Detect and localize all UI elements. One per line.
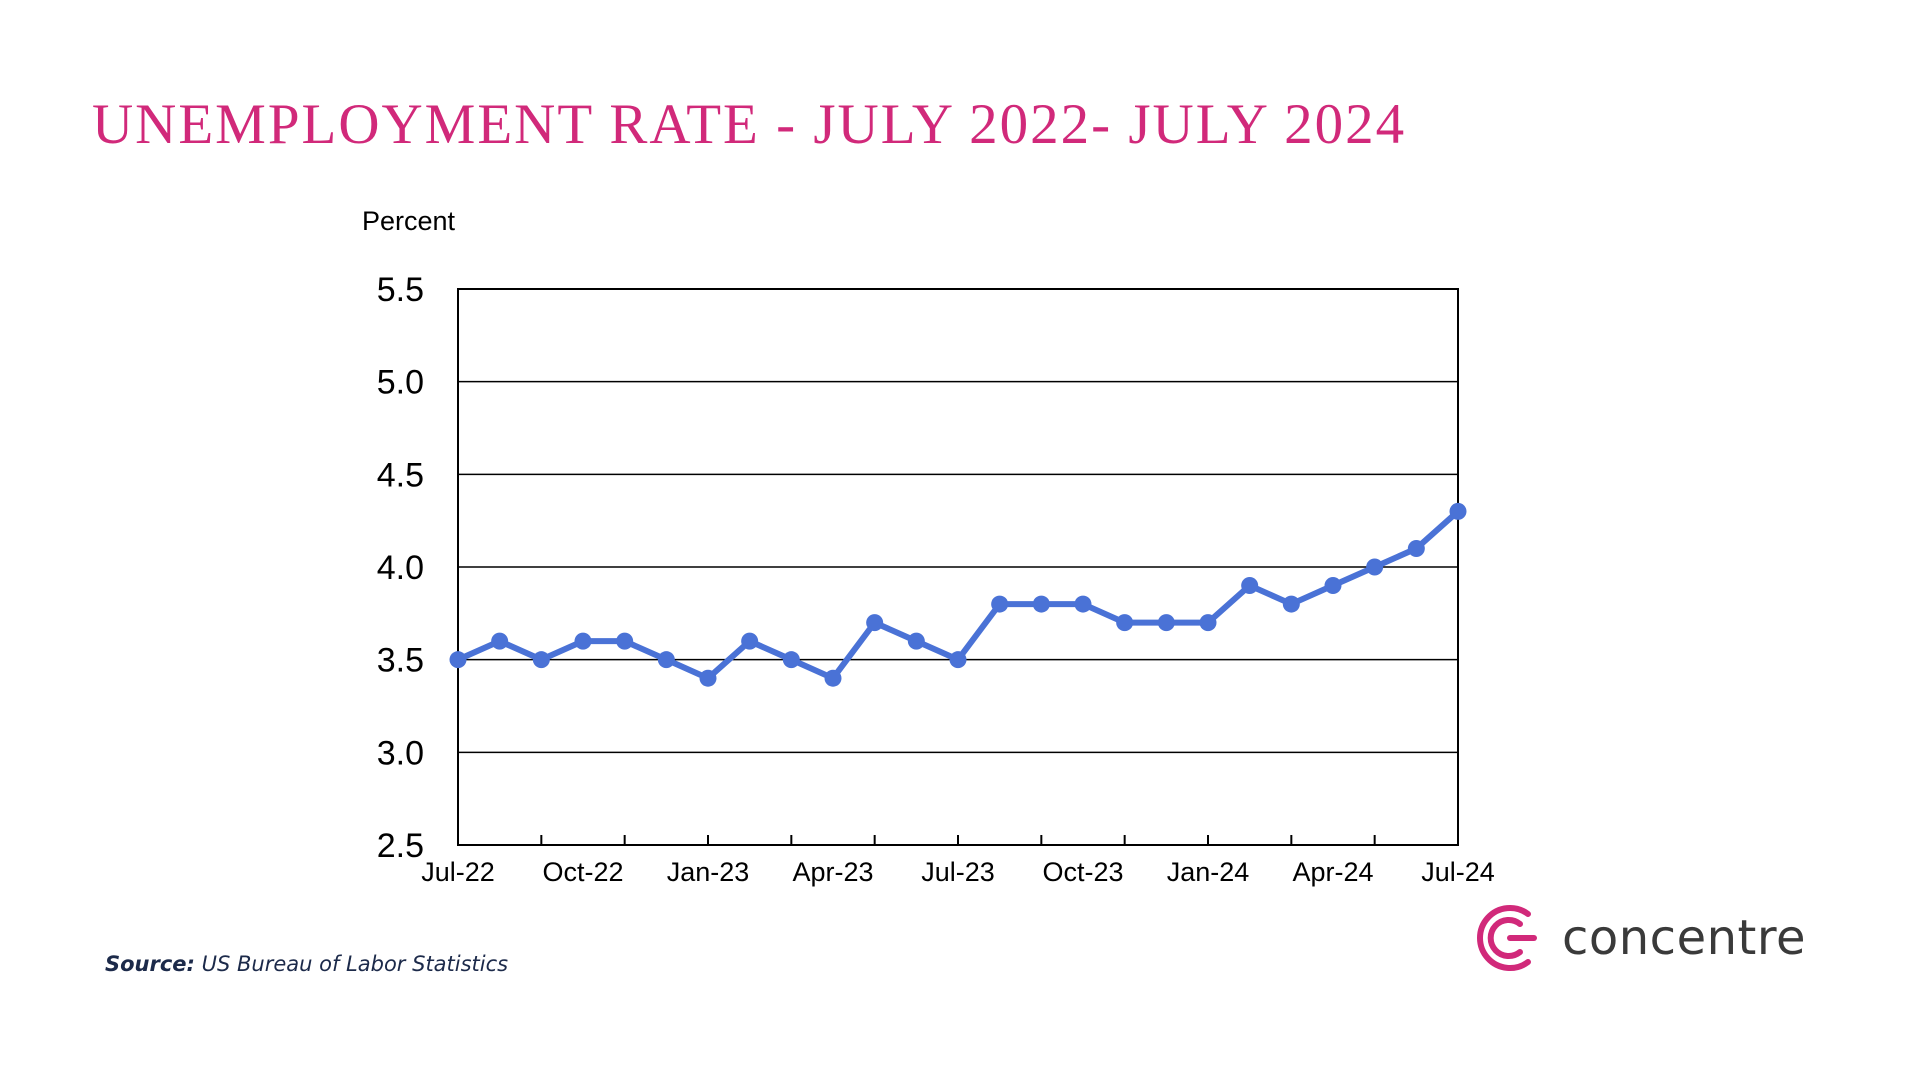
- brand-logo: concentre: [1470, 900, 1806, 976]
- data-point: [657, 651, 675, 669]
- x-tick-label: Jul-23: [921, 857, 995, 887]
- data-point: [1366, 558, 1384, 576]
- y-tick-label: 2.5: [377, 827, 424, 865]
- data-point: [991, 595, 1009, 613]
- data-point: [491, 632, 509, 650]
- source-text: US Bureau of Labor Statistics: [201, 952, 509, 976]
- data-point: [907, 632, 925, 650]
- y-axis-label: Percent: [362, 206, 456, 236]
- source-label: Source:: [105, 952, 195, 976]
- data-point: [866, 614, 884, 632]
- y-tick-label: 5.5: [377, 271, 424, 309]
- source-note: Source: US Bureau of Labor Statistics: [105, 952, 508, 976]
- x-tick-labels: Jul-22 Oct-22 Jan-23 Apr-23 Jul-23 Oct-23 Jan-…: [421, 857, 1495, 887]
- data-point: [949, 651, 967, 669]
- data-points: [449, 502, 1467, 687]
- data-point: [1074, 595, 1092, 613]
- data-point: [532, 651, 550, 669]
- y-tick-label: 3.5: [377, 642, 424, 680]
- data-point: [1116, 614, 1134, 632]
- data-point: [1324, 577, 1342, 595]
- data-point: [1032, 595, 1050, 613]
- data-point: [1157, 614, 1175, 632]
- data-point: [741, 632, 759, 650]
- data-point: [782, 651, 800, 669]
- data-point: [1282, 595, 1300, 613]
- data-point: [616, 632, 634, 650]
- concentre-c-icon: [1477, 905, 1537, 971]
- data-point: [699, 669, 717, 687]
- gridlines: [458, 380, 1458, 754]
- x-tick-label: Apr-23: [792, 857, 873, 887]
- data-point: [1199, 614, 1217, 632]
- x-tick-label: Jan-23: [667, 857, 750, 887]
- data-point: [1407, 539, 1425, 557]
- x-tick-label: Oct-22: [542, 857, 623, 887]
- x-ticks: [457, 835, 1459, 845]
- x-tick-label: Oct-23: [1042, 857, 1123, 887]
- y-tick-label: 3.0: [377, 734, 424, 772]
- data-point: [1449, 502, 1467, 520]
- page-title: UNEMPLOYMENT RATE - JULY 2022- JULY 2024: [92, 93, 1407, 156]
- brand-name: concentre: [1562, 910, 1807, 966]
- y-tick-label: 4.5: [377, 456, 424, 494]
- y-tick-labels: 2.5 3.0 3.5 4.0 4.5 5.0 5.5: [377, 271, 424, 865]
- data-point: [574, 632, 592, 650]
- data-point: [1241, 577, 1259, 595]
- data-point: [824, 669, 842, 687]
- x-tick-label: Jul-22: [421, 857, 495, 887]
- x-tick-label: Jul-24: [1421, 857, 1495, 887]
- data-point: [449, 651, 467, 669]
- x-tick-label: Apr-24: [1292, 857, 1373, 887]
- y-tick-label: 4.0: [377, 549, 424, 587]
- x-tick-label: Jan-24: [1167, 857, 1250, 887]
- y-tick-label: 5.0: [377, 364, 424, 402]
